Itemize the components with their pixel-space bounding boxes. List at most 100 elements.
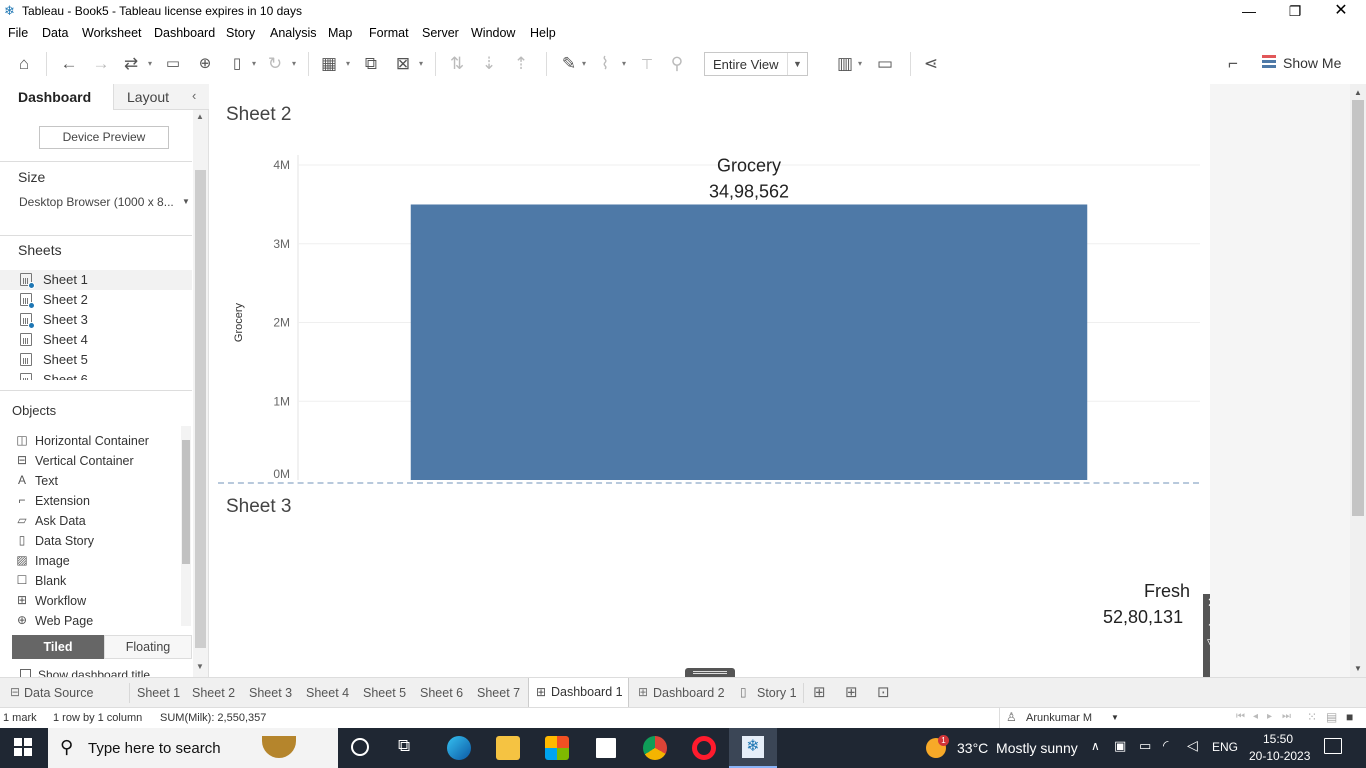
scroll-down-icon[interactable]: ▼	[1354, 664, 1362, 673]
sheet-item[interactable]: Sheet 6	[0, 370, 192, 380]
drag-handle[interactable]	[685, 668, 735, 677]
object-extension[interactable]: ⌐ Extension	[0, 492, 180, 512]
restore-button[interactable]: ❐	[1288, 3, 1302, 19]
new-data-source-icon[interactable]: ⊕	[198, 55, 212, 72]
size-dropdown[interactable]: Desktop Browser (1000 x 8...	[19, 195, 174, 209]
chevron-down-icon[interactable]: ▾	[148, 59, 153, 68]
volume-icon[interactable]: ◁	[1187, 737, 1198, 753]
clear-sheet-icon[interactable]: ⊠	[395, 54, 411, 73]
left-pane-scrollbar-thumb[interactable]	[195, 170, 206, 648]
menu-window[interactable]: Window	[471, 26, 516, 40]
new-story-icon[interactable]: ⊡	[877, 684, 890, 701]
scroll-up-icon[interactable]: ▲	[196, 112, 204, 121]
object-vertical-container[interactable]: ⊟ Vertical Container	[0, 452, 180, 472]
duplicate-icon[interactable]: ⧉	[364, 54, 378, 73]
object-text[interactable]: A Text	[0, 472, 180, 492]
clock-date[interactable]: 20-10-2023	[1249, 749, 1311, 763]
status-user[interactable]: Arunkumar M	[1026, 712, 1093, 724]
chrome-icon[interactable]	[643, 736, 667, 760]
object-horizontal-container[interactable]: ◫ Horizontal Container	[0, 432, 180, 452]
menu-map[interactable]: Map	[328, 26, 353, 40]
pause-updates-icon[interactable]: ▯	[232, 55, 242, 72]
chevron-down-icon[interactable]: ▾	[858, 59, 863, 68]
tab-sheet-2[interactable]: Sheet 2	[192, 686, 236, 700]
grid-view-icon[interactable]: ⁙	[1307, 710, 1318, 724]
tab-sheet-7[interactable]: Sheet 7	[477, 686, 521, 700]
language-indicator[interactable]: ENG	[1212, 740, 1239, 754]
minimize-button[interactable]: —	[1242, 3, 1256, 19]
tab-data-source[interactable]: Data Source	[24, 686, 94, 700]
menu-server[interactable]: Server	[422, 26, 459, 40]
scroll-down-icon[interactable]: ▼	[196, 662, 204, 671]
sheet-item[interactable]: Sheet 4	[0, 330, 192, 350]
canvas-scrollbar[interactable]: ▲ ▼	[1350, 84, 1366, 677]
tableau-taskbar-item[interactable]: ❄	[729, 728, 777, 768]
save-icon[interactable]: ▭	[165, 55, 181, 72]
last-page-icon[interactable]: ⏭	[1282, 711, 1291, 722]
new-worksheet-icon[interactable]: ▦	[320, 54, 338, 73]
tab-sheet-5[interactable]: Sheet 5	[363, 686, 407, 700]
filmstrip-view-icon[interactable]: ▤	[1326, 710, 1338, 724]
show-me-icon[interactable]	[1262, 55, 1276, 71]
new-worksheet-icon[interactable]: ⊞	[813, 684, 826, 701]
floating-button[interactable]: Floating	[104, 635, 192, 659]
home-icon[interactable]: ⌂	[18, 54, 30, 73]
tab-layout[interactable]: Layout	[127, 89, 170, 105]
chevron-down-icon[interactable]: ▾	[292, 59, 297, 68]
objects-scrollbar-thumb[interactable]	[182, 440, 190, 564]
menu-dashboard[interactable]: Dashboard	[154, 26, 216, 40]
format-painter-icon[interactable]: ⌐	[1228, 54, 1238, 73]
tab-story-1[interactable]: Story 1	[757, 686, 797, 700]
sort-ascending-icon[interactable]: ⇣	[481, 54, 497, 73]
next-page-icon[interactable]: ▸	[1267, 711, 1273, 722]
chevron-down-icon[interactable]: ▾	[252, 59, 257, 68]
chevron-down-icon[interactable]: ▾	[582, 59, 587, 68]
highlight-icon[interactable]: ✎	[561, 54, 577, 73]
swap-icon[interactable]: ⇅	[449, 54, 465, 73]
scroll-up-icon[interactable]: ▲	[1354, 88, 1362, 97]
redo-icon[interactable]: →	[92, 54, 110, 73]
chevron-down-icon[interactable]: ▼	[182, 197, 190, 206]
object-data-story[interactable]: ▯ Data Story	[0, 532, 180, 552]
sheet-item[interactable]: Sheet 2	[0, 290, 192, 310]
tiled-button[interactable]: Tiled	[12, 635, 104, 659]
microsoft-store-icon[interactable]	[545, 736, 569, 760]
tab-sheet-3[interactable]: Sheet 3	[249, 686, 293, 700]
notification-icon[interactable]	[1324, 738, 1342, 754]
chevron-down-icon[interactable]: ▾	[622, 59, 627, 68]
tabs-view-icon[interactable]: ■	[1346, 710, 1354, 724]
chevron-down-icon[interactable]: ▼	[787, 53, 807, 75]
object-blank[interactable]: ☐ Blank	[0, 572, 180, 592]
collapse-pane-icon[interactable]: ‹	[192, 88, 197, 103]
tab-sheet-1[interactable]: Sheet 1	[137, 686, 181, 700]
chevron-down-icon[interactable]: ▾	[346, 59, 351, 68]
show-me-button[interactable]: Show Me	[1283, 55, 1342, 71]
undo-icon[interactable]: ←	[60, 54, 78, 73]
tab-sheet-6[interactable]: Sheet 6	[420, 686, 464, 700]
new-dashboard-icon[interactable]: ⊞	[845, 684, 858, 701]
battery-icon[interactable]: ▭	[1139, 738, 1152, 753]
edge-icon[interactable]	[447, 736, 471, 760]
fit-dropdown[interactable]: Entire View ▼	[704, 52, 808, 76]
prev-page-icon[interactable]: ◂	[1253, 711, 1259, 722]
tab-dashboard-2[interactable]: Dashboard 2	[653, 686, 725, 700]
menu-analysis[interactable]: Analysis	[270, 26, 317, 40]
sort-descending-icon[interactable]: ⇡	[513, 54, 529, 73]
close-button[interactable]: ✕	[1334, 2, 1348, 19]
sheet-item[interactable]: Sheet 5	[0, 350, 192, 370]
cortana-icon[interactable]	[351, 738, 369, 756]
pin-icon[interactable]: ⚲	[670, 54, 684, 73]
menu-help[interactable]: Help	[530, 26, 556, 40]
show-cards-icon[interactable]: ▥	[836, 54, 854, 73]
object-image[interactable]: ▨ Image	[0, 552, 180, 572]
attach-icon[interactable]: ⌇	[600, 54, 610, 73]
menu-story[interactable]: Story	[226, 26, 256, 40]
chevron-down-icon[interactable]: ▼	[1111, 713, 1119, 722]
first-page-icon[interactable]: ⏮	[1236, 711, 1245, 722]
replay-icon[interactable]: ⇄	[123, 54, 139, 73]
taskbar-search-box[interactable]: ⚲ Type here to search	[48, 728, 338, 768]
mail-icon[interactable]	[594, 736, 618, 760]
wifi-icon[interactable]: ◜	[1163, 737, 1169, 753]
menu-format[interactable]: Format	[369, 26, 409, 40]
menu-worksheet[interactable]: Worksheet	[82, 26, 142, 40]
